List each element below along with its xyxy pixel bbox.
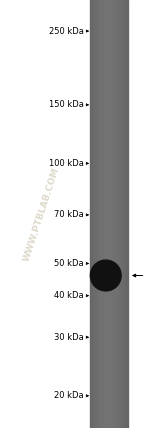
Bar [107,0,108,428]
Bar [115,0,116,428]
Bar [120,0,121,428]
Text: 30 kDa: 30 kDa [54,333,84,342]
Bar [102,0,103,428]
Ellipse shape [90,260,121,291]
Bar [124,0,125,428]
Bar [116,0,117,428]
Bar [100,0,101,428]
Bar [109,0,110,428]
Bar [117,0,118,428]
Text: WWW.PTBLAB.COM: WWW.PTBLAB.COM [22,166,62,262]
Bar [112,0,113,428]
Bar [96,0,97,428]
Bar [121,0,122,428]
Bar [125,0,126,428]
Bar [112,0,114,428]
Bar [103,0,104,428]
Text: 250 kDa: 250 kDa [49,27,84,36]
Text: 150 kDa: 150 kDa [49,100,84,109]
Text: 100 kDa: 100 kDa [49,159,84,168]
Bar [108,0,109,428]
Bar [122,0,123,428]
Bar [110,0,111,428]
Bar [113,0,115,428]
Bar [105,0,106,428]
Bar [123,0,124,428]
Bar [118,0,119,428]
Bar [114,0,116,428]
Bar [92,0,93,428]
Bar [95,0,96,428]
Text: 40 kDa: 40 kDa [54,291,84,300]
Bar [90,0,91,428]
Bar [94,0,95,428]
Text: 50 kDa: 50 kDa [54,259,84,268]
Bar [127,0,128,428]
Bar [98,0,99,428]
Bar [104,0,105,428]
Bar [93,0,94,428]
Text: 20 kDa: 20 kDa [54,391,84,400]
Bar [91,0,92,428]
Bar [99,0,100,428]
Bar [119,0,120,428]
Bar [97,0,98,428]
Bar [106,0,107,428]
Bar [126,0,127,428]
Bar [98,0,100,428]
Bar [101,0,102,428]
Bar [111,0,112,428]
Text: 70 kDa: 70 kDa [54,211,84,220]
